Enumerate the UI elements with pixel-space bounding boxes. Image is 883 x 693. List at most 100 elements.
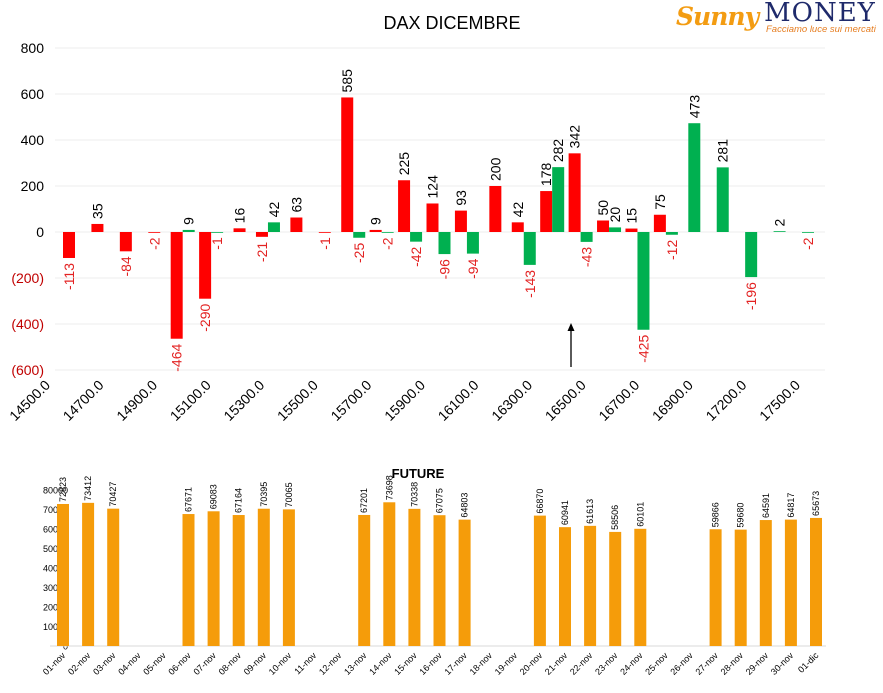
- y-tick-label: 400: [21, 132, 45, 148]
- future-data-label: 58506: [610, 505, 620, 530]
- x-tick-label: 15100.0: [167, 377, 214, 424]
- bar-red: [454, 210, 467, 232]
- future-x-tick-label: 01-nov: [41, 650, 68, 677]
- future-bar: [810, 517, 822, 646]
- future-bar: [282, 509, 295, 646]
- y-tick-label: 600: [21, 86, 45, 102]
- chart-title: DAX DICEMBRE: [383, 13, 520, 33]
- future-data-label: 64803: [460, 493, 470, 518]
- future-data-label: 73698: [384, 475, 394, 500]
- future-bar: [584, 525, 597, 646]
- future-bar: [433, 515, 446, 646]
- future-x-tick-label: 15-nov: [392, 650, 419, 677]
- future-data-label: 72823: [58, 477, 68, 502]
- future-bar: [383, 502, 396, 646]
- future-x-tick-label: 26-nov: [668, 650, 695, 677]
- future-bar: [709, 529, 722, 646]
- future-x-tick-label: 11-nov: [292, 650, 318, 676]
- future-x-tick-label: 03-nov: [91, 650, 118, 677]
- future-data-label: 65673: [811, 491, 821, 516]
- future-y-tick-label: 70000: [43, 505, 68, 515]
- future-x-tick-label: 08-nov: [217, 650, 244, 677]
- data-label: 585: [339, 69, 355, 93]
- data-label: -21: [254, 242, 270, 262]
- data-label: -290: [197, 303, 213, 331]
- data-label: 282: [550, 139, 566, 163]
- bar-red: [91, 223, 104, 232]
- bar-red: [63, 232, 75, 258]
- future-x-tick-label: 17-nov: [442, 650, 469, 677]
- bar-red: [398, 180, 411, 232]
- x-tick-label: 16700.0: [595, 377, 642, 424]
- data-label: 9: [368, 217, 384, 225]
- future-bar: [257, 508, 270, 646]
- future-data-label: 67075: [435, 488, 445, 513]
- future-x-tick-label: 06-nov: [166, 650, 193, 677]
- data-label: -25: [351, 243, 367, 263]
- bar-green: [353, 232, 366, 238]
- future-data-label: 67201: [359, 488, 369, 513]
- bar-green: [267, 222, 280, 232]
- future-x-tick-label: 01-dic: [796, 650, 821, 675]
- future-data-label: 60101: [635, 502, 645, 527]
- data-label: 35: [89, 203, 105, 219]
- future-x-tick-label: 21-nov: [543, 650, 570, 677]
- future-bar: [634, 528, 647, 646]
- brand-logo: Sunny MONEY Facciamo luce sui mercati: [676, 0, 881, 36]
- bar-green: [410, 232, 423, 242]
- future-data-label: 66870: [535, 489, 545, 514]
- future-bar: [734, 529, 747, 646]
- bar-green: [523, 232, 536, 265]
- future-bar: [533, 515, 546, 646]
- future-x-tick-label: 07-nov: [191, 650, 218, 677]
- data-label: 200: [487, 157, 503, 181]
- future-y-tick-label: 80000: [43, 486, 68, 496]
- x-tick-label: 15500.0: [274, 377, 321, 424]
- future-bar: [759, 520, 772, 646]
- bar-green: [552, 167, 565, 232]
- data-label: 93: [453, 190, 469, 206]
- data-label: -113: [61, 263, 77, 290]
- future-x-tick-label: 13-nov: [342, 650, 369, 677]
- future-bar: [232, 515, 245, 646]
- future-x-tick-label: 30-nov: [769, 650, 796, 677]
- future-x-tick-label: 24-nov: [618, 650, 645, 677]
- future-data-label: 59866: [711, 502, 721, 527]
- data-label: 42: [266, 202, 282, 218]
- data-label: 15: [623, 208, 639, 224]
- future-x-tick-label: 05-nov: [141, 650, 168, 677]
- future-x-tick-label: 04-nov: [116, 650, 143, 677]
- data-label: 2: [772, 219, 788, 227]
- annotation-arrow-head: [567, 323, 575, 331]
- bar-green: [773, 231, 786, 232]
- future-bar: [82, 502, 95, 646]
- future-data-label: 64591: [761, 493, 771, 518]
- future-y-tick-label: 50000: [43, 544, 68, 554]
- x-tick-label: 14500.0: [6, 377, 53, 424]
- future-y-tick-label: 40000: [43, 564, 68, 574]
- x-tick-label: 14700.0: [60, 377, 107, 424]
- bar-green: [637, 232, 650, 330]
- x-tick-label: 17500.0: [756, 377, 803, 424]
- data-label: 42: [510, 202, 526, 218]
- bar-green: [716, 167, 729, 232]
- future-x-tick-label: 20-nov: [518, 650, 545, 677]
- future-data-label: 61613: [585, 499, 595, 524]
- data-label: -2: [146, 237, 162, 250]
- y-tick-label: (400): [11, 316, 44, 332]
- future-data-label: 70065: [284, 482, 294, 507]
- future-data-label: 60941: [560, 500, 570, 525]
- x-tick-label: 16300.0: [488, 377, 535, 424]
- future-x-tick-label: 18-nov: [468, 650, 495, 677]
- future-x-tick-label: 28-nov: [719, 650, 746, 677]
- data-label: 63: [288, 197, 304, 213]
- x-tick-label: 17200.0: [702, 377, 749, 424]
- data-label: 124: [425, 175, 441, 199]
- bar-green: [609, 227, 622, 232]
- data-label: 50: [595, 200, 611, 216]
- data-label: -2: [800, 237, 816, 250]
- future-data-label: 70338: [409, 482, 419, 507]
- data-label: 75: [652, 194, 668, 210]
- data-label: -84: [118, 256, 134, 276]
